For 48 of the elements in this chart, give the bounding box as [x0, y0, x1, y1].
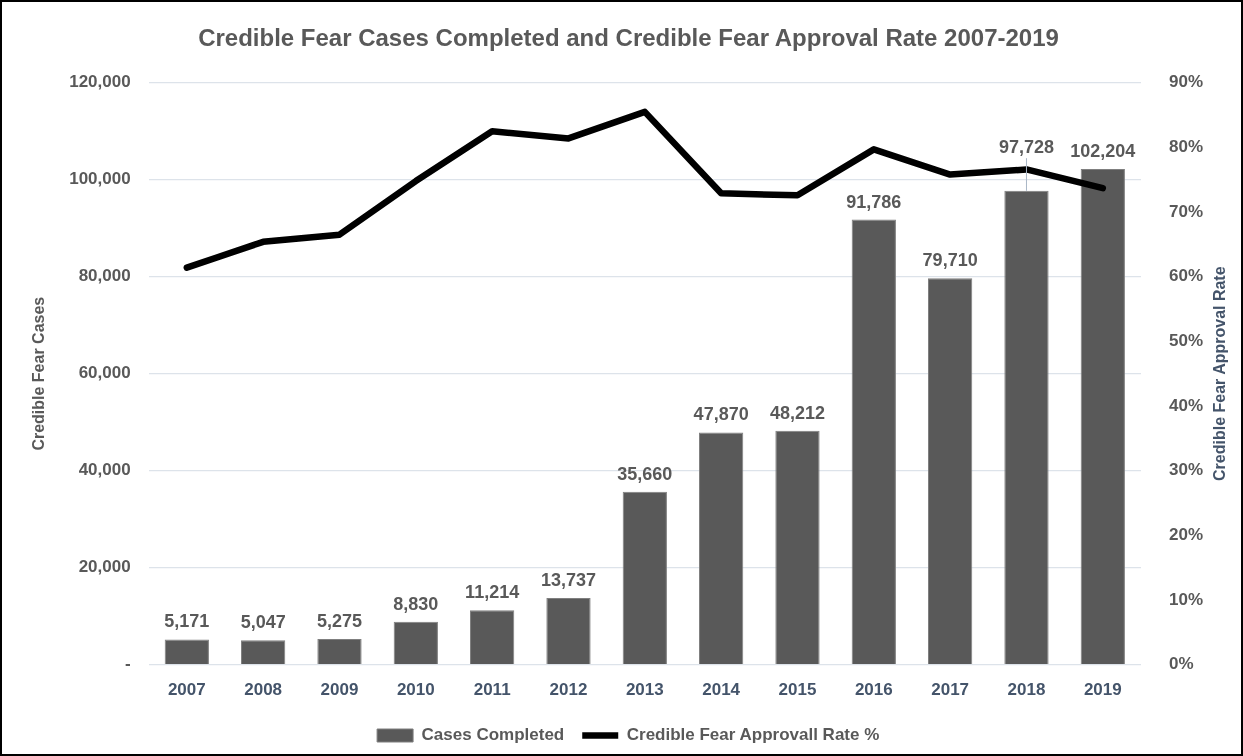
data-label: 8,830 — [393, 593, 439, 614]
legend-label: Cases Completed — [421, 725, 565, 745]
y2-tick-label: 70% — [1168, 201, 1204, 221]
x-tick-label: 2012 — [549, 680, 588, 700]
x-tick-label: 2018 — [1007, 680, 1046, 700]
data-label: 48,212 — [769, 402, 826, 423]
legend-label: Credible Fear Approvall Rate % — [626, 725, 880, 745]
y2-tick-label: 50% — [1168, 331, 1204, 351]
y-tick-label: 80,000 — [78, 266, 131, 286]
data-label: 11,214 — [465, 582, 520, 603]
data-label: 97,728 — [998, 137, 1055, 158]
x-tick-label: 2008 — [244, 680, 283, 700]
x-tick-label: 2013 — [625, 680, 664, 700]
chart-title: Credible Fear Cases Completed and Credible Fear Approval Rate 2007-2019 — [198, 24, 1059, 52]
y2-tick-label: 20% — [1168, 525, 1204, 544]
y-tick-label: 100,000 — [69, 169, 131, 189]
x-tick-label: 2016 — [854, 680, 893, 700]
y2-tick-label: 90% — [1168, 72, 1204, 92]
data-label: 79,710 — [922, 250, 978, 271]
y-tick-label: 20,000 — [78, 557, 131, 577]
x-tick-label: 2007 — [167, 680, 206, 700]
y2-tick-label: 10% — [1168, 589, 1204, 609]
x-tick-label: 2014 — [702, 680, 741, 700]
y2-tick-label: 30% — [1168, 460, 1204, 480]
data-label: 47,870 — [693, 404, 749, 425]
y-tick-label: - — [124, 654, 131, 674]
y2-tick-label: 0% — [1168, 654, 1194, 674]
y2-tick-label: 80% — [1168, 137, 1204, 157]
y-axis-title: Credible Fear Cases — [30, 296, 48, 451]
x-tick-label: 2009 — [320, 680, 359, 700]
y2-tick-label: 40% — [1168, 395, 1204, 415]
y-tick-label: 120,000 — [69, 72, 131, 92]
data-label: 5,171 — [164, 611, 210, 632]
x-tick-label: 2017 — [931, 680, 970, 700]
y-tick-label: 60,000 — [78, 363, 131, 383]
data-label: 35,660 — [617, 463, 673, 484]
y2-axis-title: Credible Fear Approval Rate — [1211, 266, 1229, 481]
data-label: 13,737 — [540, 569, 597, 590]
y-tick-label: 40,000 — [78, 460, 131, 480]
data-label: 5,275 — [316, 610, 363, 631]
data-label: 5,047 — [240, 612, 286, 633]
x-tick-label: 2019 — [1083, 680, 1122, 700]
x-tick-label: 2015 — [778, 680, 817, 700]
x-tick-label: 2010 — [396, 680, 435, 700]
y2-tick-label: 60% — [1168, 266, 1204, 286]
data-label: 102,204 — [1070, 141, 1136, 162]
x-tick-label: 2011 — [473, 680, 511, 700]
data-label: 91,786 — [846, 191, 902, 212]
